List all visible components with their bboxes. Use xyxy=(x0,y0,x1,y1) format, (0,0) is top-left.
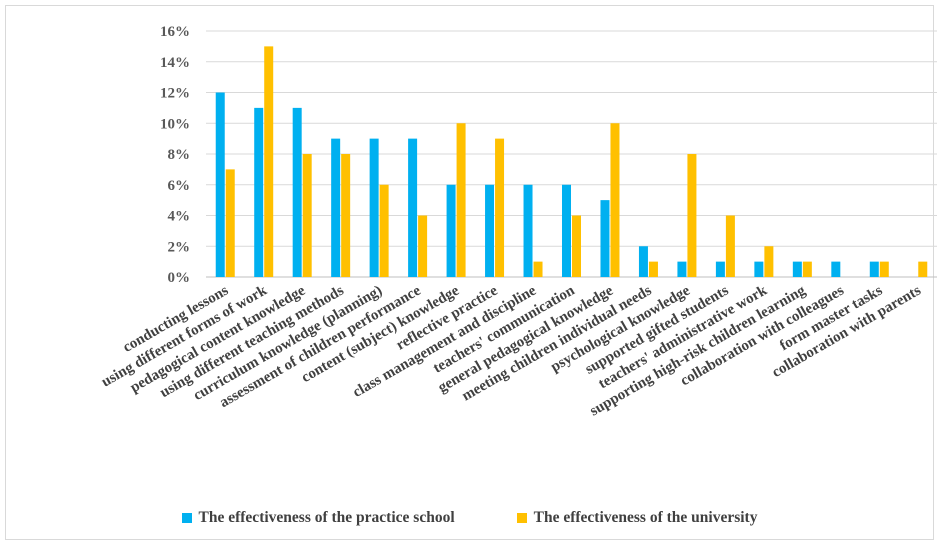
y-tick-label: 10% xyxy=(160,116,190,132)
chart-frame xyxy=(5,5,934,540)
bar-practice-school xyxy=(446,184,456,277)
bar-university xyxy=(687,154,697,277)
bar-university xyxy=(302,154,312,277)
y-tick-label: 8% xyxy=(168,147,191,163)
bar-practice-school xyxy=(331,138,341,277)
bar-university xyxy=(495,138,505,277)
legend-swatch-practice-school xyxy=(181,513,192,523)
legend-swatch-university xyxy=(516,513,527,523)
bar-practice-school xyxy=(831,261,841,277)
bar-university xyxy=(725,215,735,277)
bar-practice-school xyxy=(792,261,802,277)
legend-item-university: The effectiveness of the university xyxy=(516,509,758,527)
bar-practice-school xyxy=(485,184,495,277)
y-tick-label: 2% xyxy=(168,239,191,255)
bar-university xyxy=(533,261,543,277)
bar-practice-school xyxy=(254,107,264,277)
bar-university xyxy=(379,184,389,277)
bar-university xyxy=(879,261,889,277)
y-tick-label: 0% xyxy=(168,270,191,286)
bar-university xyxy=(264,46,274,277)
chart-legend: The effectiveness of the practice school… xyxy=(0,507,939,529)
legend-label-practice-school: The effectiveness of the practice school xyxy=(198,509,455,526)
bar-university xyxy=(802,261,812,277)
y-tick-label: 6% xyxy=(168,178,191,194)
y-tick-label: 12% xyxy=(160,86,190,102)
bar-practice-school xyxy=(292,107,302,277)
bar-practice-school xyxy=(715,261,725,277)
bar-practice-school xyxy=(523,184,533,277)
bar-university xyxy=(918,261,928,277)
bar-university xyxy=(764,246,774,277)
bar-practice-school xyxy=(215,92,225,277)
bar-university xyxy=(648,261,658,277)
bar-university xyxy=(225,169,235,277)
bar-university xyxy=(610,123,620,277)
bar-practice-school xyxy=(638,246,648,277)
y-tick-label: 16% xyxy=(160,24,190,40)
bar-university xyxy=(341,154,351,277)
legend-item-practice-school: The effectiveness of the practice school xyxy=(181,509,455,527)
bar-practice-school xyxy=(408,138,418,277)
bar-university xyxy=(418,215,428,277)
bar-practice-school xyxy=(754,261,764,277)
y-tick-label: 14% xyxy=(160,55,190,71)
bar-university xyxy=(456,123,466,277)
bar-practice-school xyxy=(369,138,379,277)
legend-label-university: The effectiveness of the university xyxy=(533,509,758,526)
bar-university xyxy=(572,215,581,277)
y-tick-label: 4% xyxy=(168,209,191,225)
bar-practice-school xyxy=(600,200,610,277)
bar-practice-school xyxy=(869,261,879,277)
bar-practice-school xyxy=(562,184,571,277)
bar-practice-school xyxy=(677,261,687,277)
